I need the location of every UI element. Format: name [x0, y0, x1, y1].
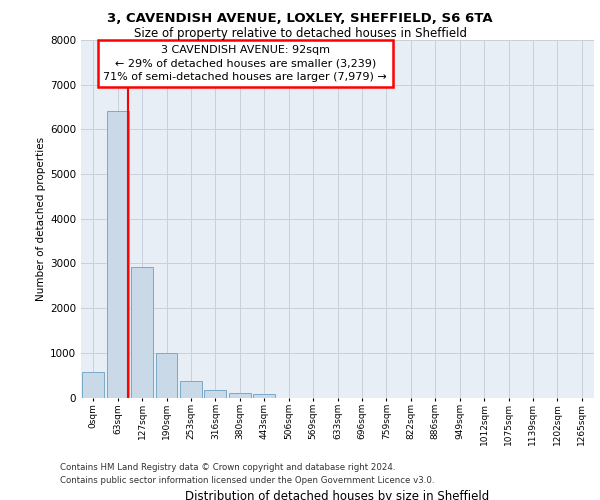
Y-axis label: Number of detached properties: Number of detached properties [36, 136, 46, 301]
Bar [205, 390, 226, 398]
Bar [229, 393, 251, 398]
Text: Contains HM Land Registry data © Crown copyright and database right 2024.: Contains HM Land Registry data © Crown c… [60, 464, 395, 472]
X-axis label: Distribution of detached houses by size in Sheffield: Distribution of detached houses by size … [185, 490, 490, 500]
Text: Contains public sector information licensed under the Open Government Licence v3: Contains public sector information licen… [60, 476, 434, 485]
Text: 3 CAVENDISH AVENUE: 92sqm
← 29% of detached houses are smaller (3,239)
71% of se: 3 CAVENDISH AVENUE: 92sqm ← 29% of detac… [103, 46, 387, 82]
Bar [107, 110, 128, 398]
Text: Size of property relative to detached houses in Sheffield: Size of property relative to detached ho… [133, 28, 467, 40]
Bar [253, 394, 275, 398]
Bar [131, 267, 153, 398]
Bar [82, 372, 104, 398]
Bar [180, 381, 202, 398]
Bar [155, 353, 178, 398]
Text: 3, CAVENDISH AVENUE, LOXLEY, SHEFFIELD, S6 6TA: 3, CAVENDISH AVENUE, LOXLEY, SHEFFIELD, … [107, 12, 493, 26]
